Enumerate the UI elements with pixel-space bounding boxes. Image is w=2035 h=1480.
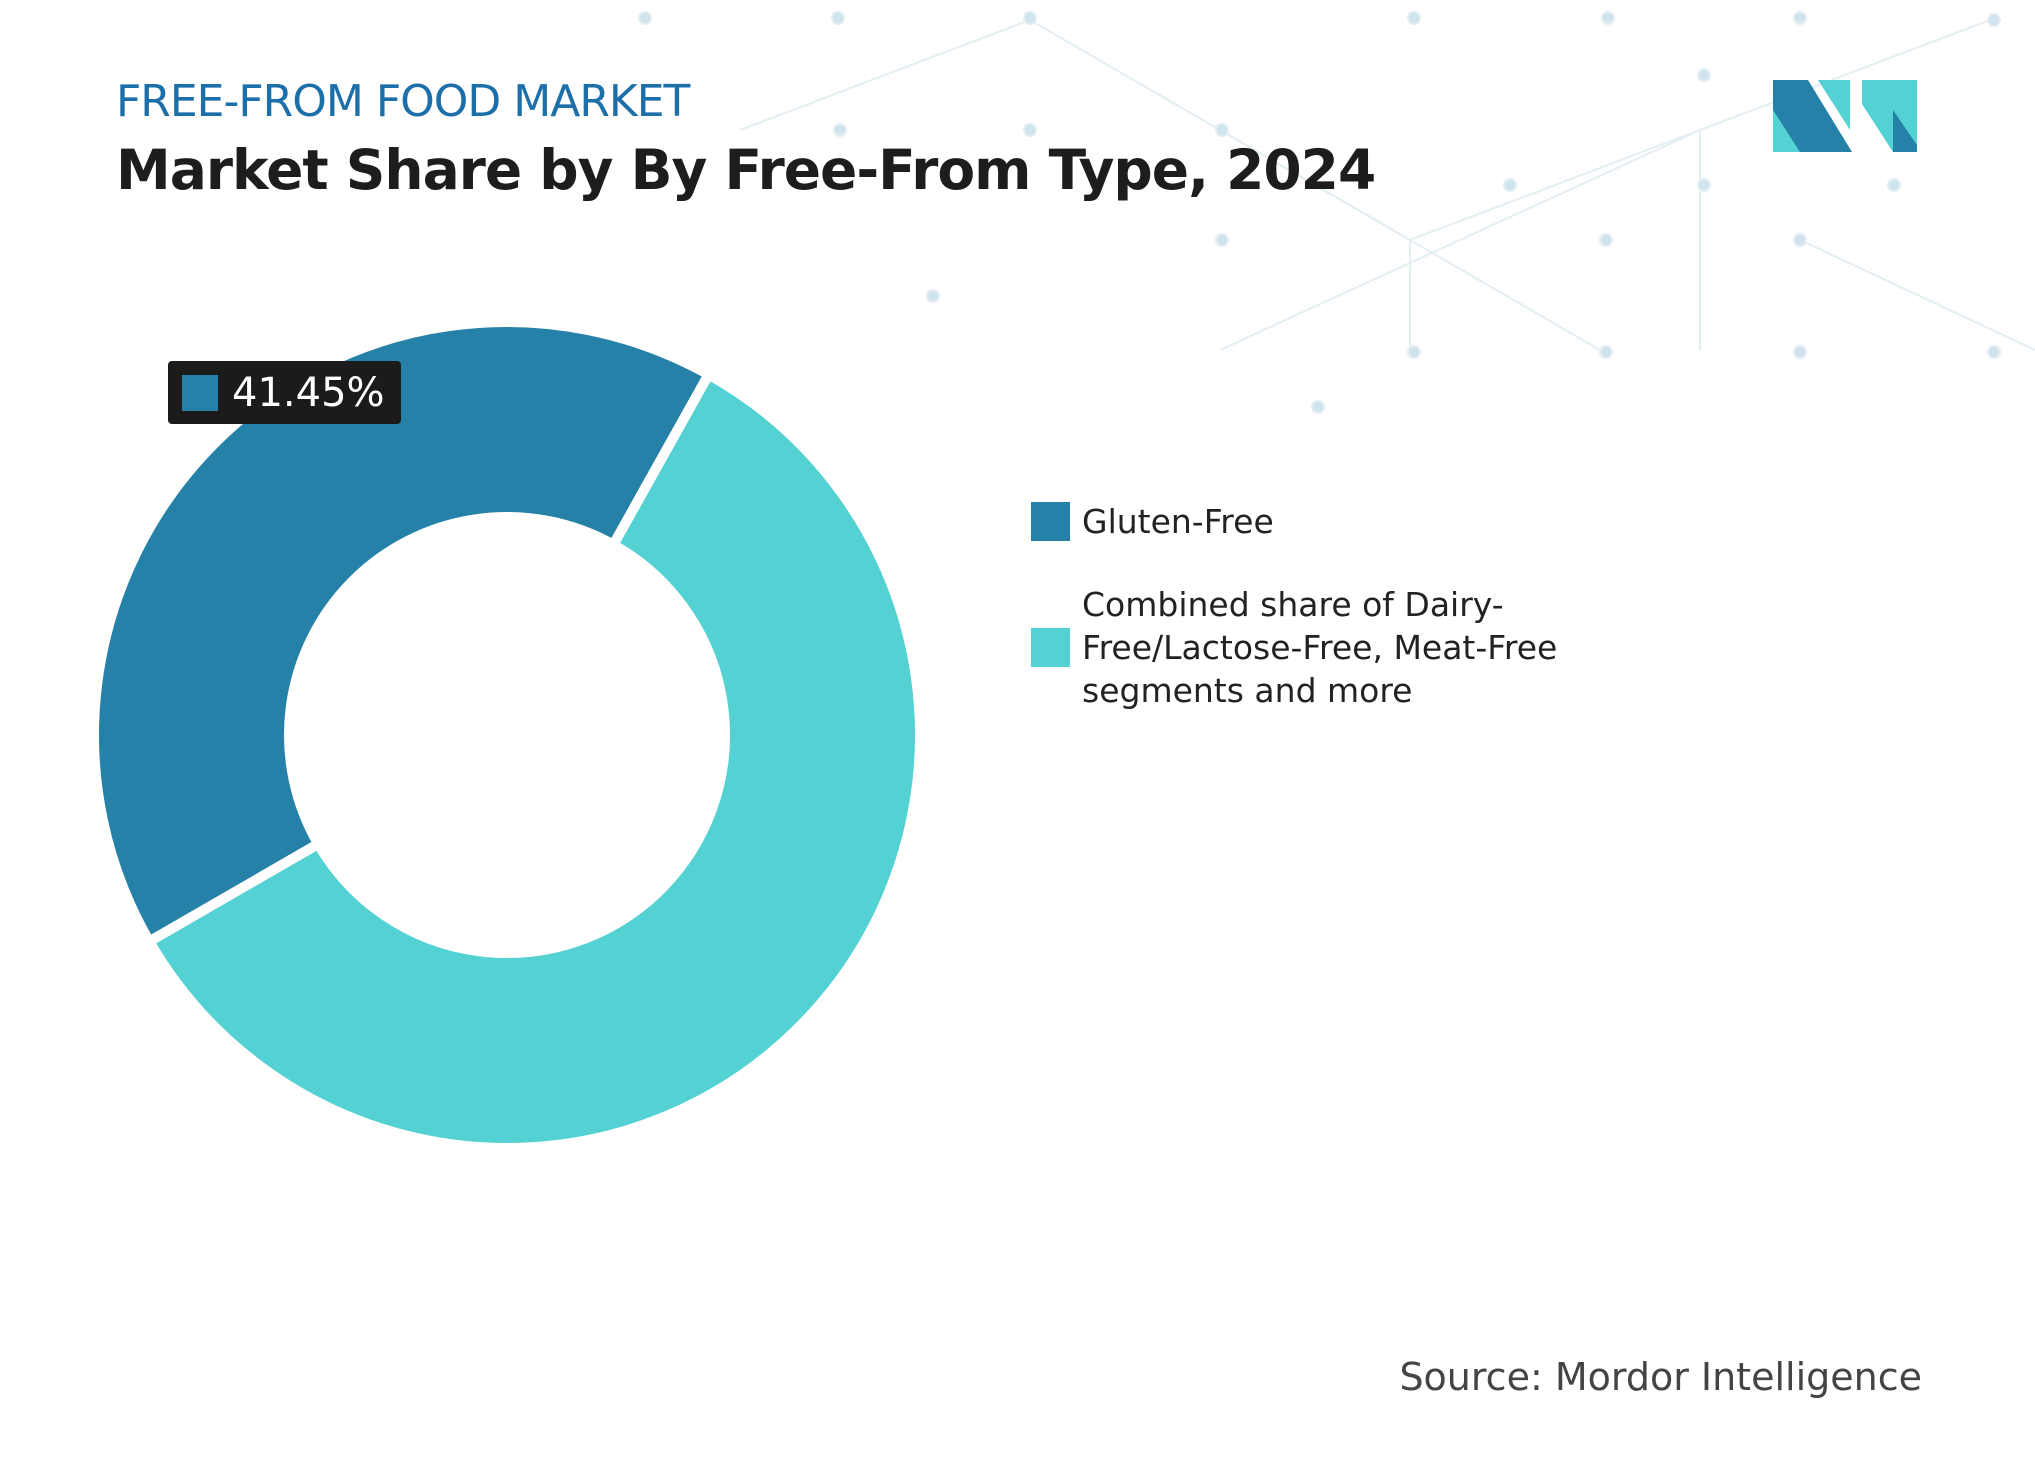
background-pattern — [638, 11, 2035, 414]
value-label-swatch — [182, 374, 218, 411]
legend-swatch — [1031, 502, 1070, 541]
value-label-text: 41.45% — [232, 369, 385, 416]
legend: Gluten-Free Combined share of Dairy-Free/… — [1031, 500, 1662, 752]
value-label: 41.45% — [168, 361, 401, 424]
legend-label: Combined share of Dairy-Free/Lactose-Fre… — [1082, 585, 1558, 710]
legend-item: Combined share of Dairy-Free/Lactose-Fre… — [1031, 583, 1662, 712]
legend-label: Gluten-Free — [1082, 502, 1274, 541]
source: Source: Mordor Intelligence — [1399, 1355, 1922, 1399]
pie-slice — [89, 317, 716, 949]
chart-title: Market Share by By Free-From Type, 2024 — [116, 138, 1376, 202]
pie-slice — [142, 367, 925, 1153]
legend-item: Gluten-Free — [1031, 500, 1662, 543]
logo — [1773, 80, 1917, 152]
legend-swatch — [1031, 628, 1070, 667]
chart-subtitle: FREE-FROM FOOD MARKET — [116, 76, 690, 127]
